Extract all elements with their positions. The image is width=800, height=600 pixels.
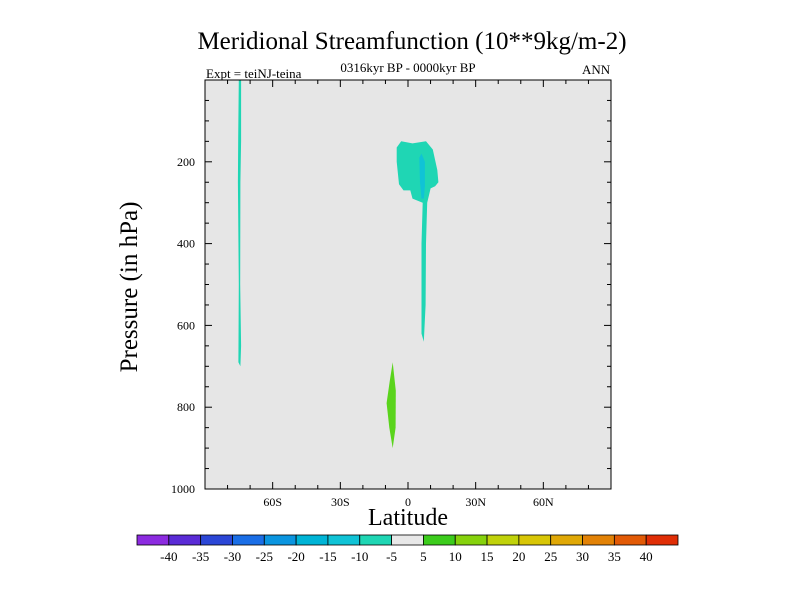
colorbar-swatch	[486, 534, 520, 546]
x-tick-label: 30N	[465, 495, 486, 509]
x-axis-label: Latitude	[368, 505, 448, 531]
colorbar-swatch	[168, 534, 202, 546]
colorbar-swatch	[200, 534, 233, 546]
colorbar-label: -5	[386, 549, 397, 564]
colorbar-swatch	[232, 534, 265, 546]
y-tick-label: 200	[177, 155, 195, 169]
x-tick-label: 60S	[263, 495, 282, 509]
x-tick-label: 30S	[331, 495, 350, 509]
colorbar-swatch	[327, 534, 361, 546]
experiment-label: Expt = teiNJ-teina	[206, 66, 302, 81]
chart-title: Meridional Streamfunction (10**9kg/m-2)	[197, 28, 627, 55]
colorbar-swatch	[518, 534, 552, 546]
colorbar-label: -20	[287, 549, 304, 564]
colorbar-label: -40	[160, 549, 177, 564]
colorbar-swatch	[582, 534, 615, 546]
x-tick-label: 60N	[533, 495, 554, 509]
colorbar-swatch	[136, 534, 170, 546]
upper-tropical-negative-cell	[396, 141, 439, 342]
colorbar-label: -35	[192, 549, 209, 564]
colorbar-label: 5	[420, 549, 427, 564]
colorbar-swatch	[263, 534, 297, 546]
colorbar-label: 20	[512, 549, 525, 564]
y-tick-label: 600	[177, 318, 195, 332]
y-tick-label: 1000	[171, 482, 195, 496]
colorbar-swatch	[645, 534, 679, 546]
colorbar-swatch	[391, 534, 424, 546]
upper-tropical-negative-core	[419, 153, 425, 199]
colorbar-swatch	[454, 534, 488, 546]
y-tick-label: 800	[177, 400, 195, 414]
colorbar-label: 15	[481, 549, 494, 564]
chart-subtitle: 0316kyr BP - 0000kyr BP	[340, 60, 476, 75]
colorbar-swatch	[613, 534, 647, 546]
colorbar-label: -25	[256, 549, 273, 564]
colorbar-label: 25	[544, 549, 557, 564]
colorbar-label: 40	[640, 549, 653, 564]
colorbar-label: -15	[319, 549, 336, 564]
lower-tropical-positive-cell	[386, 362, 396, 449]
colorbar-swatch	[295, 534, 329, 546]
colorbar-label: 30	[576, 549, 589, 564]
x-tick-label: 0	[405, 495, 411, 509]
plot-area-background	[205, 80, 611, 489]
colorbar-swatch	[550, 534, 583, 546]
y-tick-label: 400	[177, 237, 195, 251]
colorbar-swatch	[359, 534, 392, 546]
colorbar-label: -10	[351, 549, 368, 564]
colorbar-label: -30	[224, 549, 241, 564]
colorbar-swatch	[423, 534, 456, 546]
season-label: ANN	[582, 62, 611, 77]
colorbar-label: 35	[608, 549, 621, 564]
colorbar-label: 10	[449, 549, 462, 564]
southern-high-latitude-negative-band	[237, 80, 242, 367]
